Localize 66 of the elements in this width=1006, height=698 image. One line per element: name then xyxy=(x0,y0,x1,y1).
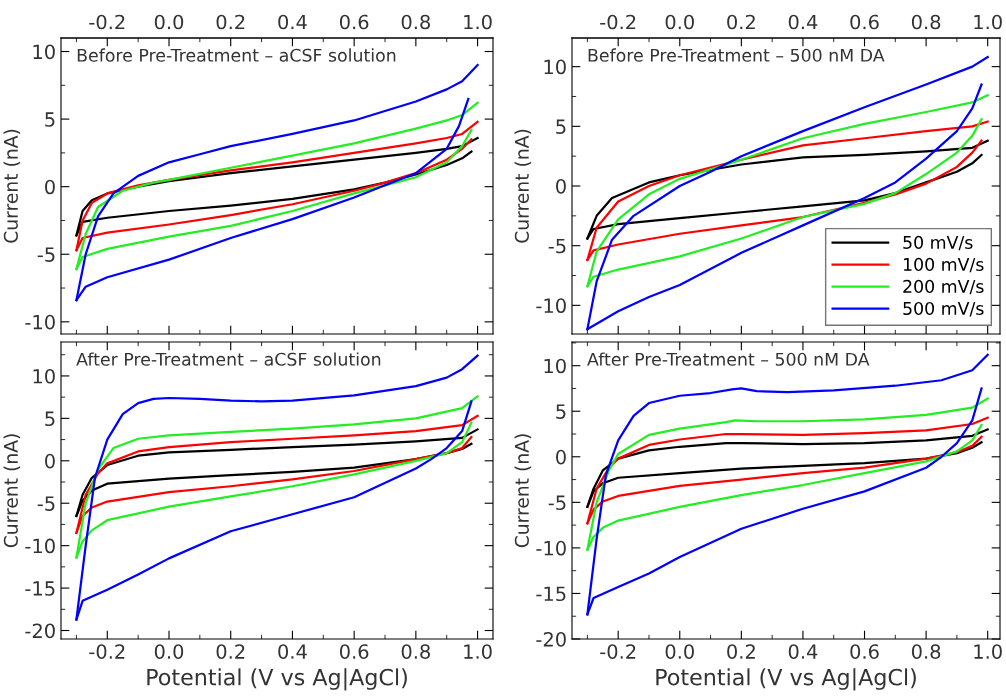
y-tick-label: 0 xyxy=(45,453,55,469)
legend-label: 100 mV/s xyxy=(903,257,984,273)
x2-tick-label: 0.4 xyxy=(788,14,818,30)
y-tick-label: 0 xyxy=(556,449,566,465)
x-tick-label: -0.2 xyxy=(89,644,125,659)
y-tick-label: 5 xyxy=(45,112,55,127)
y-tick-label: 10 xyxy=(33,44,55,60)
x2-tick-label: 0.8 xyxy=(911,14,941,30)
chart-title: Before Pre-Treatment – 500 nM DA xyxy=(588,48,885,62)
x-axis-title: Potential (V vs Ag|AgCl) xyxy=(656,668,916,691)
x2-tick-label: 1.0 xyxy=(464,14,492,30)
y-axis-title: Current (nA) xyxy=(514,434,532,548)
y-tick-label: -10 xyxy=(25,538,55,554)
y-tick-label: 0 xyxy=(556,178,566,194)
y-tick-label: -15 xyxy=(536,586,566,602)
y-tick-label: 0 xyxy=(45,179,55,195)
chart-title: Before Pre-Treatment – aCSF solution xyxy=(77,48,396,62)
y-tick-label: -15 xyxy=(25,581,55,596)
y-tick-label: -5 xyxy=(37,496,55,511)
x2-tick-label: -0.2 xyxy=(89,14,125,30)
y-tick-label: -20 xyxy=(25,623,55,639)
chart-title: After Pre-Treatment – 500 nM DA xyxy=(587,352,870,366)
x2-tick-label: -0.2 xyxy=(600,14,636,30)
x-tick-label: 0.2 xyxy=(727,644,755,659)
y-tick-label: -10 xyxy=(536,298,566,314)
y-tick-label: -5 xyxy=(548,238,566,254)
y-tick-label: -10 xyxy=(536,540,566,556)
x2-tick-label: 1.0 xyxy=(974,14,1002,30)
y-tick-label: 10 xyxy=(33,368,55,384)
y-axis-title: Current (nA) xyxy=(514,129,532,243)
x2-tick-label: 0.0 xyxy=(154,14,184,30)
y-axis-title: Current (nA) xyxy=(3,129,21,243)
x2-tick-label: 0.6 xyxy=(850,14,879,30)
y-tick-label: -5 xyxy=(548,495,566,511)
x-tick-label: 0.0 xyxy=(665,644,694,659)
x-tick-label: 0.0 xyxy=(154,644,184,659)
x2-tick-label: 0.0 xyxy=(665,14,694,30)
x-tick-label: 1.0 xyxy=(464,644,492,659)
x-tick-label: 0.6 xyxy=(850,644,879,659)
x2-tick-label: 0.2 xyxy=(727,14,755,30)
y-tick-label: 5 xyxy=(556,119,566,134)
y-tick-label: -5 xyxy=(37,247,55,262)
x-tick-label: 1.0 xyxy=(974,644,1002,659)
x-tick-label: 0.8 xyxy=(911,644,941,659)
x-tick-label: 0.4 xyxy=(278,644,307,659)
y-tick-label: -10 xyxy=(25,314,55,330)
x2-tick-label: 0.8 xyxy=(401,14,430,30)
y-tick-label: 10 xyxy=(544,358,566,374)
x-tick-label: 0.4 xyxy=(788,644,818,659)
x-axis-title: Potential (V vs Ag|AgCl) xyxy=(147,668,407,691)
x-tick-label: -0.2 xyxy=(600,644,636,659)
x-tick-label: 0.2 xyxy=(216,644,245,659)
chart-title: After Pre-Treatment – aCSF solution xyxy=(76,352,381,366)
y-axis-title: Current (nA) xyxy=(3,434,21,548)
x-tick-label: 0.8 xyxy=(401,644,430,659)
legend-label: 200 mV/s xyxy=(903,279,984,295)
legend-label: 50 mV/s xyxy=(903,235,973,251)
x2-tick-label: 0.2 xyxy=(216,14,245,30)
y-tick-label: -20 xyxy=(536,631,566,647)
y-tick-label: 5 xyxy=(556,404,566,419)
x-tick-label: 0.6 xyxy=(339,644,369,659)
x2-tick-label: 0.4 xyxy=(278,14,307,30)
legend-label: 500 mV/s xyxy=(903,301,984,317)
x2-tick-label: 0.6 xyxy=(339,14,369,30)
y-tick-label: 10 xyxy=(544,59,566,75)
y-tick-label: 5 xyxy=(45,411,55,427)
